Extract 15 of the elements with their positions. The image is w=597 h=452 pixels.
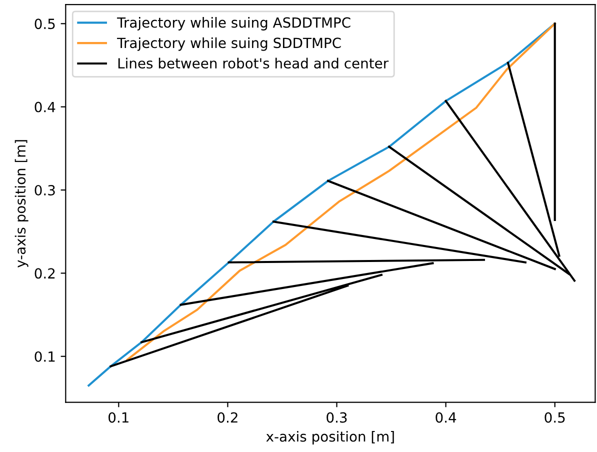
y-axis-title: y-axis position [m] bbox=[14, 140, 28, 268]
legend-label: Lines between robot's head and center bbox=[118, 58, 389, 69]
y-tick-label: 0.3 bbox=[34, 184, 55, 196]
y-tick-label: 0.5 bbox=[34, 18, 55, 30]
legend-label: Trajectory while suing ASDDTMPC bbox=[117, 17, 350, 30]
y-tick-label: 0.1 bbox=[34, 351, 55, 362]
x-axis-title: x-axis position [m] bbox=[266, 431, 394, 444]
x-tick-label: 0.5 bbox=[544, 412, 565, 423]
x-tick-label: 0.3 bbox=[326, 412, 347, 423]
x-tick-label: 0.2 bbox=[218, 412, 238, 423]
y-tick-label: 0.2 bbox=[34, 268, 55, 279]
legend-label: Trajectory while suing SDDTMPC bbox=[117, 37, 341, 51]
x-tick-label: 0.1 bbox=[108, 412, 128, 423]
y-tick-label: 0.4 bbox=[34, 102, 56, 112]
x-tick-label: 0.4 bbox=[436, 412, 456, 423]
